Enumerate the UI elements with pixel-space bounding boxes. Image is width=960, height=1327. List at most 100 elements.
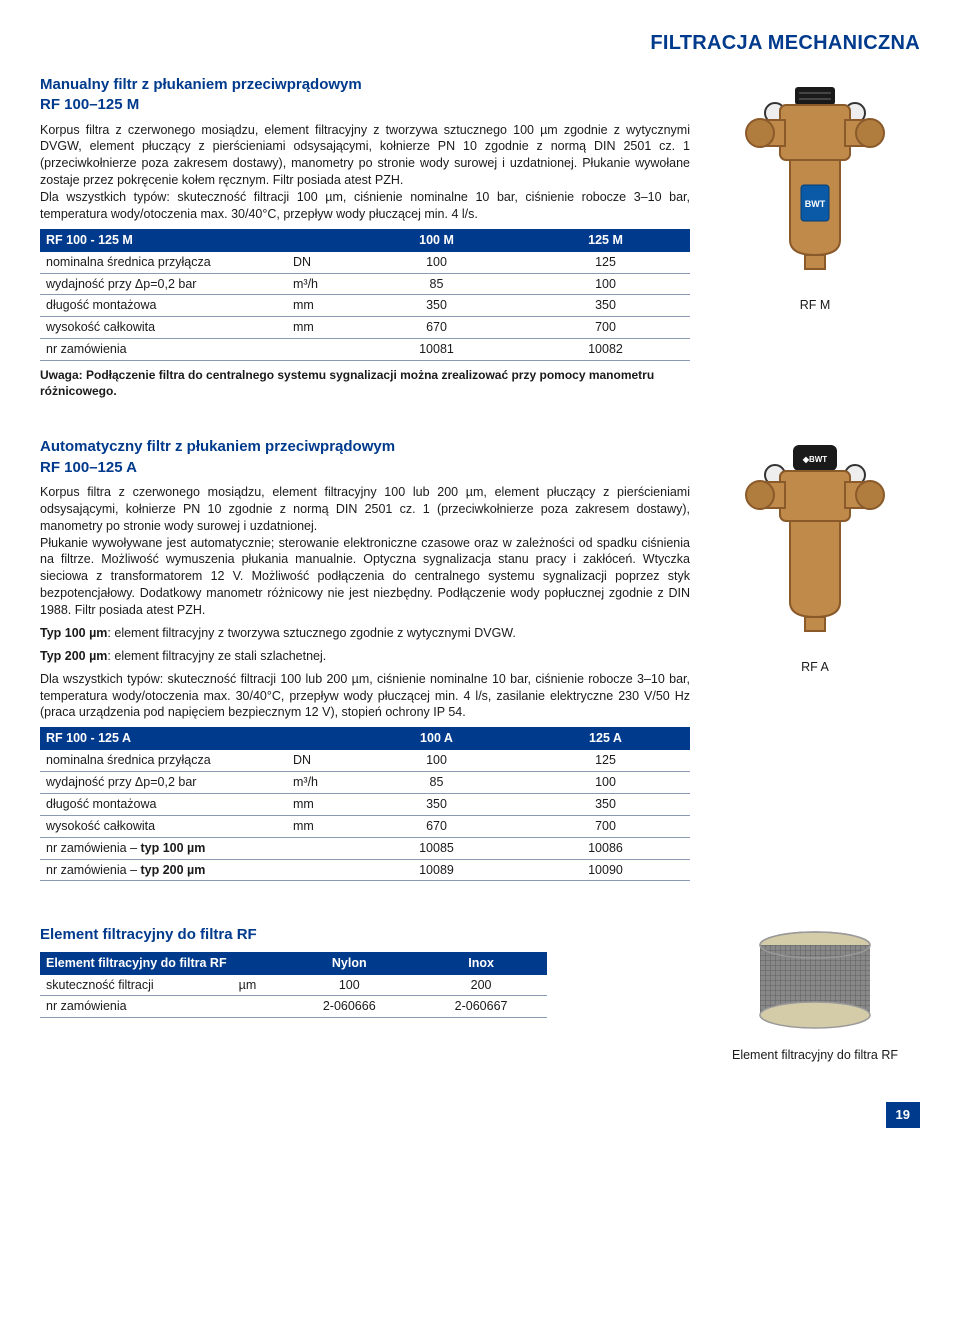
- cell: 350: [521, 295, 690, 317]
- cell: 125: [521, 750, 690, 771]
- section2-caption: RF A: [801, 659, 829, 676]
- cell: wysokość całkowita: [40, 317, 287, 339]
- section2-p4: Dla wszystkich typów: skuteczność filtra…: [40, 671, 690, 722]
- table-row: długość montażowamm350350: [40, 295, 690, 317]
- cell: 2-060667: [415, 996, 547, 1018]
- page-number-box: 19: [40, 1102, 920, 1128]
- bold: Typ 100 µm: [40, 626, 107, 640]
- table-row: wydajność przy Δp=0,2 barm³/h85100: [40, 772, 690, 794]
- cell: 670: [352, 815, 521, 837]
- cell: 700: [521, 815, 690, 837]
- section2-code: RF 100–125 A: [40, 458, 690, 478]
- th: [233, 952, 284, 975]
- cell: długość montażowa: [40, 295, 287, 317]
- text: : element filtracyjny ze stali szlachetn…: [107, 649, 326, 663]
- section3-title: Element filtracyjny do filtra RF: [40, 925, 690, 945]
- section3-tbody: skuteczność filtracjiµm100200nr zamówien…: [40, 975, 547, 1018]
- section2-tbody: nominalna średnica przyłączaDN100125wyda…: [40, 750, 690, 881]
- table-row: nominalna średnica przyłączaDN100125: [40, 252, 690, 273]
- th: RF 100 - 125 M: [40, 229, 287, 252]
- cell: skuteczność filtracji: [40, 975, 233, 996]
- cell: 100: [283, 975, 415, 996]
- table-row: skuteczność filtracjiµm100200: [40, 975, 547, 996]
- cell: m³/h: [287, 273, 352, 295]
- cell: DN: [287, 252, 352, 273]
- th: 100 M: [352, 229, 521, 252]
- table-row: wydajność przy Δp=0,2 barm³/h85100: [40, 273, 690, 295]
- th: 125 M: [521, 229, 690, 252]
- cell: [287, 837, 352, 859]
- section1-title: Manualny filtr z płukaniem przeciwprądow…: [40, 75, 690, 95]
- table-row: nominalna średnica przyłączaDN100125: [40, 750, 690, 771]
- cell: 10085: [352, 837, 521, 859]
- table-row: wysokość całkowitamm670700: [40, 317, 690, 339]
- cell: nr zamówienia – typ 200 µm: [40, 859, 287, 881]
- section1-body: Korpus filtra z czerwonego mosiądzu, ele…: [40, 122, 690, 223]
- section2-title: Automatyczny filtr z płukaniem przeciwpr…: [40, 437, 690, 457]
- cell: 10086: [521, 837, 690, 859]
- product-image-rf-m: BWT: [735, 75, 895, 285]
- section2-p2: Typ 100 µm: element filtracyjny z tworzy…: [40, 625, 690, 642]
- cell: 125: [521, 252, 690, 273]
- cell: 85: [352, 273, 521, 295]
- table-row: wysokość całkowitamm670700: [40, 815, 690, 837]
- cell: 100: [521, 772, 690, 794]
- page-header-title: FILTRACJA MECHANICZNA: [650, 32, 920, 54]
- cell: wydajność przy Δp=0,2 bar: [40, 273, 287, 295]
- cell: m³/h: [287, 772, 352, 794]
- section2-p1: Korpus filtra z czerwonego mosiądzu, ele…: [40, 484, 690, 619]
- th: 100 A: [352, 727, 521, 750]
- cell: wysokość całkowita: [40, 815, 287, 837]
- th: Inox: [415, 952, 547, 975]
- cell: 350: [352, 793, 521, 815]
- page-number: 19: [886, 1102, 920, 1128]
- section2-p3: Typ 200 µm: element filtracyjny ze stali…: [40, 648, 690, 665]
- cell: 85: [352, 772, 521, 794]
- cell: nominalna średnica przyłącza: [40, 252, 287, 273]
- svg-text:◆BWT: ◆BWT: [802, 455, 827, 464]
- table-row: długość montażowamm350350: [40, 793, 690, 815]
- cell: nr zamówienia: [40, 339, 287, 361]
- section-rf-a: Automatyczny filtr z płukaniem przeciwpr…: [40, 437, 920, 887]
- th: Nylon: [283, 952, 415, 975]
- cell: [287, 339, 352, 361]
- cell: 100: [352, 750, 521, 771]
- cell: 350: [521, 793, 690, 815]
- th: 125 A: [521, 727, 690, 750]
- cell: długość montażowa: [40, 793, 287, 815]
- cell: mm: [287, 317, 352, 339]
- bold: Typ 200 µm: [40, 649, 107, 663]
- cell: 100: [352, 252, 521, 273]
- cell: wydajność przy Δp=0,2 bar: [40, 772, 287, 794]
- cell: 10090: [521, 859, 690, 881]
- table-row: nr zamówienia 2-0606662-060667: [40, 996, 547, 1018]
- section-element-rf: Element filtracyjny do filtra RF Element…: [40, 925, 920, 1064]
- cell: 10082: [521, 339, 690, 361]
- cell: 10081: [352, 339, 521, 361]
- cell: 350: [352, 295, 521, 317]
- product-image-filter-element: [740, 925, 890, 1035]
- cell: nr zamówienia – typ 100 µm: [40, 837, 287, 859]
- section1-tbody: nominalna średnica przyłączaDN100125wyda…: [40, 252, 690, 361]
- cell: nr zamówienia: [40, 996, 233, 1018]
- section2-table: RF 100 - 125 A 100 A 125 A nominalna śre…: [40, 727, 690, 881]
- cell: 700: [521, 317, 690, 339]
- table-row: nr zamówienia 1008110082: [40, 339, 690, 361]
- product-image-rf-a: ◆BWT: [735, 437, 895, 647]
- section3-table: Element filtracyjny do filtra RF Nylon I…: [40, 952, 547, 1019]
- table-row: nr zamówienia – typ 100 µm 1008510086: [40, 837, 690, 859]
- cell: 200: [415, 975, 547, 996]
- section1-table: RF 100 - 125 M 100 M 125 M nominalna śre…: [40, 229, 690, 361]
- cell: 2-060666: [283, 996, 415, 1018]
- cell: nominalna średnica przyłącza: [40, 750, 287, 771]
- section-rf-m: Manualny filtr z płukaniem przeciwprądow…: [40, 75, 920, 399]
- section1-code: RF 100–125 M: [40, 95, 690, 115]
- th: [287, 229, 352, 252]
- cell: 100: [521, 273, 690, 295]
- section1-caption: RF M: [800, 297, 831, 314]
- cell: mm: [287, 815, 352, 837]
- th: [287, 727, 352, 750]
- table-row: nr zamówienia – typ 200 µm1008910090: [40, 859, 690, 881]
- cell: mm: [287, 295, 352, 317]
- cell: [233, 996, 284, 1018]
